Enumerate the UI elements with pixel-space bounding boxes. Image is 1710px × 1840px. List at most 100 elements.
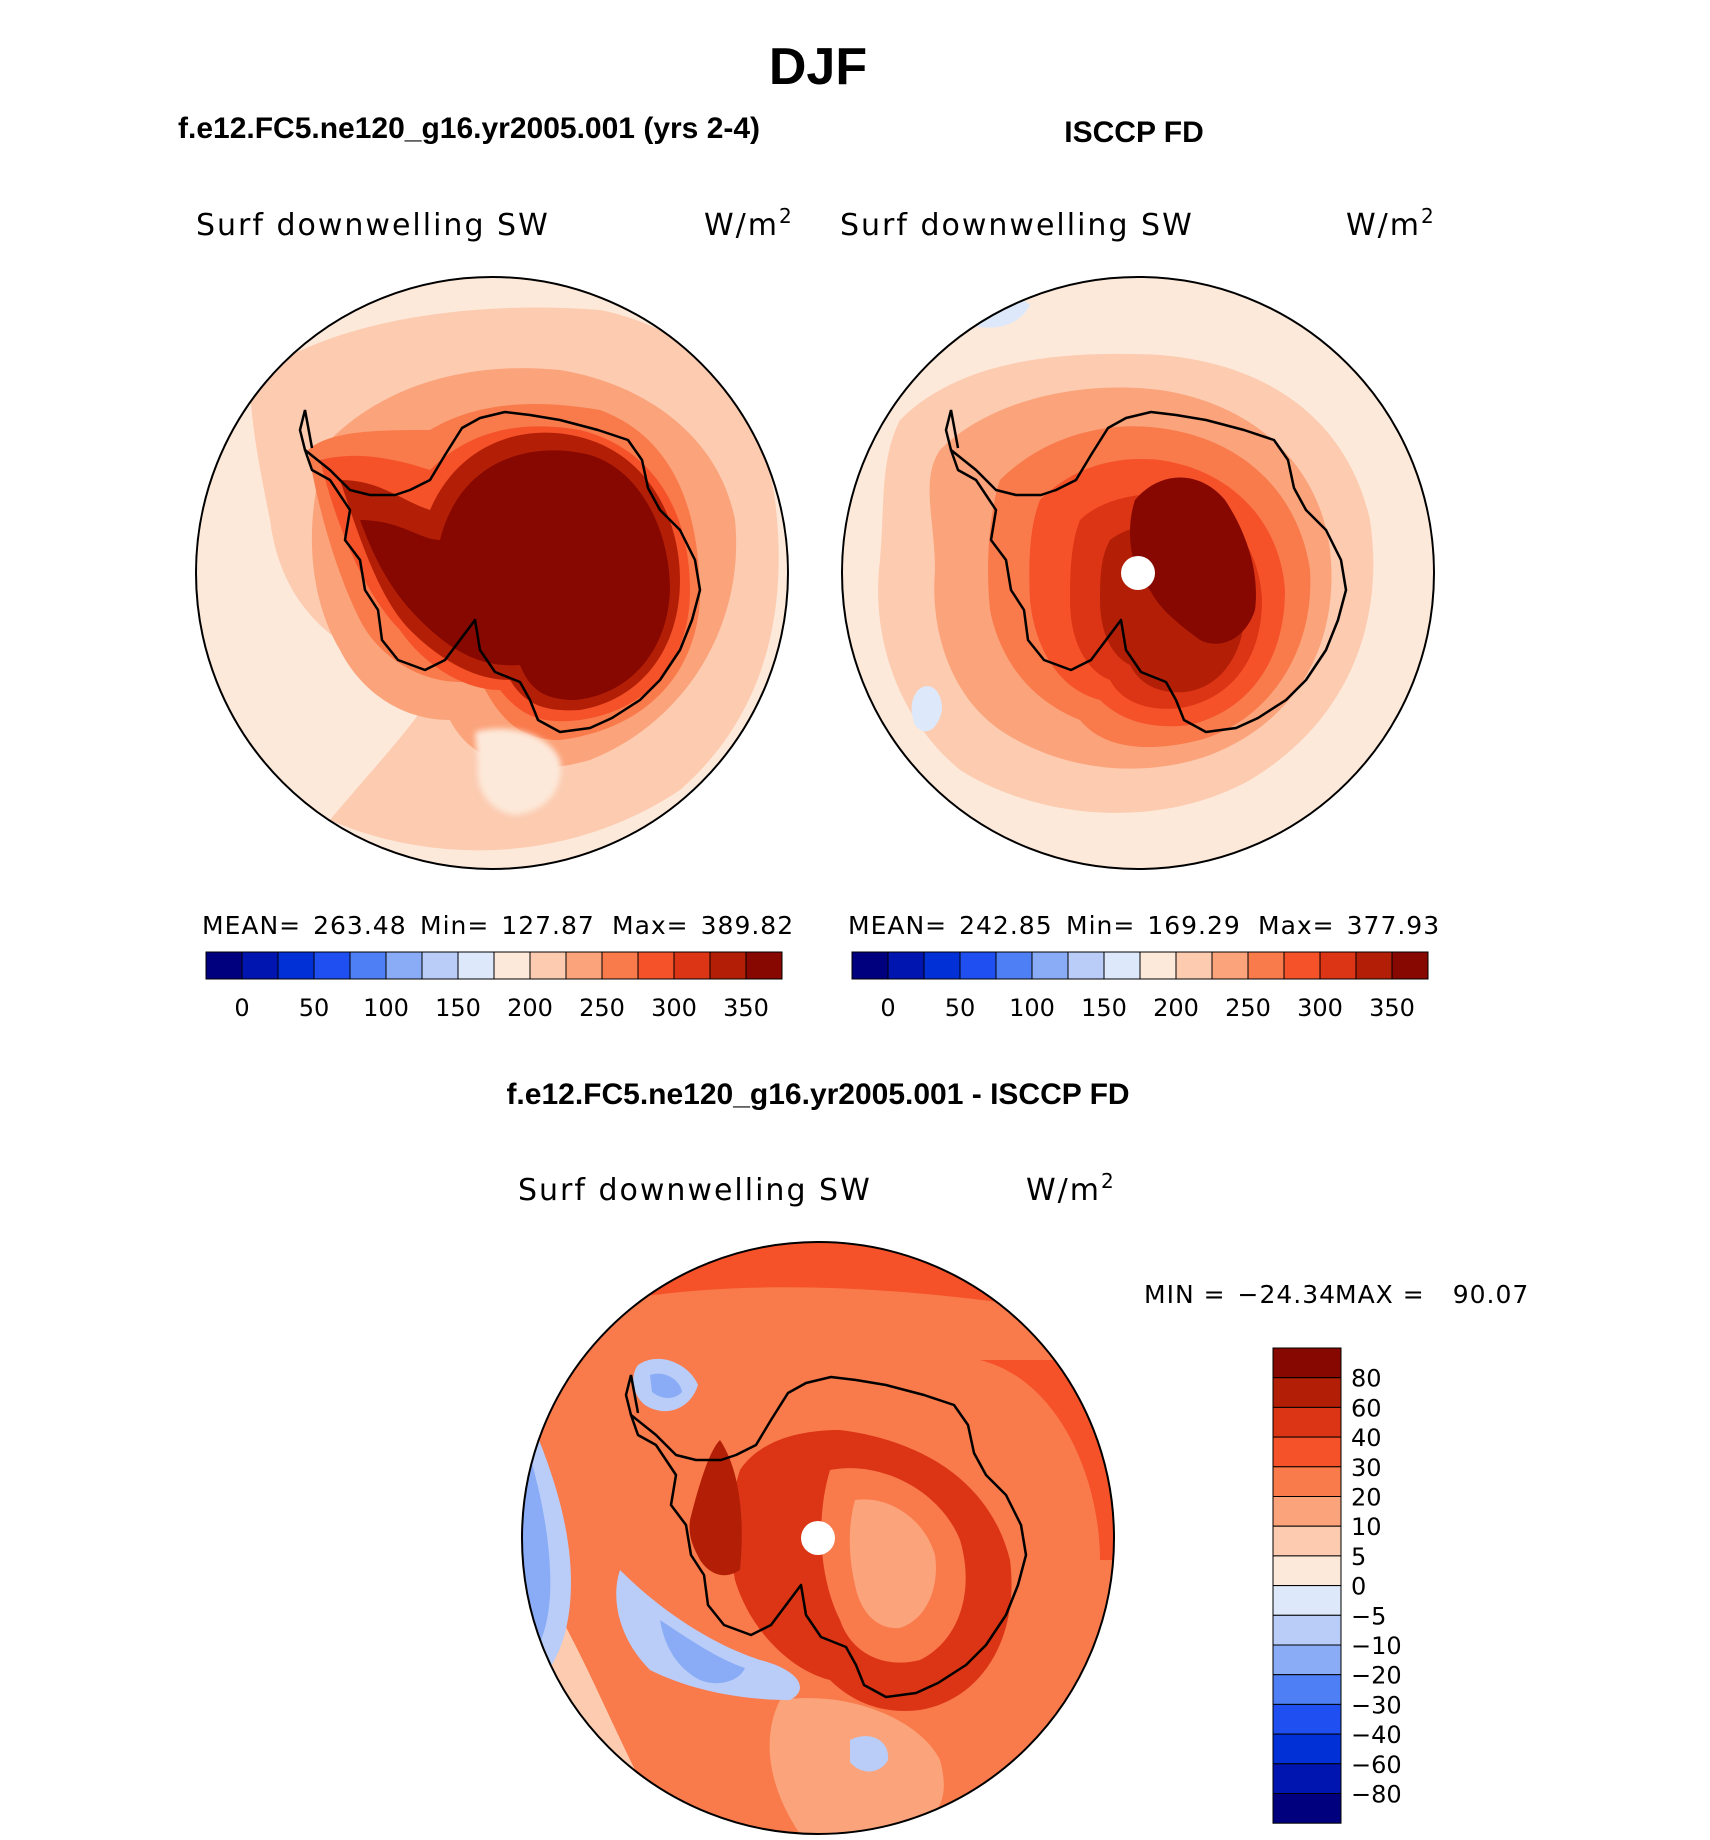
colorbar-obs [851,951,1429,980]
colorbar-swatch [1139,951,1177,980]
panel-model-variable: Surf downwelling SW [196,208,550,243]
colorbar-tick-label: 100 [1009,994,1055,1022]
colorbar-swatch [1272,1496,1342,1527]
colorbar-swatch [1272,1703,1342,1735]
polar-map-diff-boundary [521,1241,1115,1835]
panel-model-units: W/m2 [704,204,794,243]
colorbar-swatch [1272,1763,1342,1795]
colorbar-swatch [1283,951,1321,980]
colorbar-swatch [1175,951,1213,980]
colorbar-tick-label: −5 [1351,1602,1386,1630]
colorbar-tick-label: 250 [1225,994,1271,1022]
colorbar-tick-label: 0 [234,994,249,1022]
colorbar-swatch [241,951,279,980]
panel-diff-units: W/m2 [1026,1169,1116,1208]
antarctica-coastline-obs [949,410,1348,734]
panel-obs-max: Max= 377.93 [1258,911,1440,940]
panel-diff: f.e12.FC5.ne120_g16.yr2005.001 - ISCCP F… [506,1078,1529,1835]
colorbar-tick-label: 200 [507,994,553,1022]
colorbar-swatch [1272,1436,1342,1468]
antarctic-peninsula-diff [624,1374,640,1416]
colorbar-swatch [1391,951,1429,980]
figure-title: DJF [769,38,867,96]
colorbar-tick-label: −30 [1351,1691,1402,1719]
polar-map-obs-boundary [841,276,1435,870]
colorbar-tick-label: 5 [1351,1543,1366,1571]
colorbar-swatch [277,951,315,980]
panel-model-mean: MEAN= 263.48 [202,911,407,940]
colorbar-tick-label: 10 [1351,1513,1382,1541]
colorbar-tick-label: 40 [1351,1424,1382,1452]
colorbar-swatch [1211,951,1249,980]
antarctic-peninsula-model [298,409,314,451]
antarctica-coastline-model [303,410,702,734]
colorbar-swatch [1272,1377,1342,1408]
colorbar-swatch [313,951,351,980]
panel-model-min: Min= 127.87 [420,911,595,940]
panel-model-max: Max= 389.82 [612,911,794,940]
panel-diff-max: MAX = 90.07 [1335,1280,1529,1309]
colorbar-swatch [205,951,243,980]
colorbar-swatch [673,951,711,980]
antarctica-coastline-diff [629,1375,1028,1699]
colorbar-swatch [601,951,639,980]
colorbar-tick-label: 350 [723,994,769,1022]
colorbar-swatch [385,951,423,980]
colorbar-swatch [421,951,459,980]
colorbar-tick-label: −20 [1351,1662,1402,1690]
colorbar-swatch [1272,1466,1342,1498]
panel-model-title: f.e12.FC5.ne120_g16.yr2005.001 (yrs 2-4) [178,112,760,145]
pole-hole-obs [1121,556,1155,590]
colorbar-tick-label: −40 [1351,1721,1402,1749]
colorbar-model-ticks: 0 50 100 150 200 250 300 350 [234,994,769,1022]
polar-map-model [196,277,788,869]
colorbar-swatch [1067,951,1105,980]
colorbar-tick-label: 300 [651,994,697,1022]
colorbar-swatch [1272,1406,1342,1438]
colorbar-tick-label: −10 [1351,1632,1402,1660]
panel-obs-variable: Surf downwelling SW [840,208,1194,243]
antarctic-peninsula-obs [944,409,960,451]
colorbar-swatch [1272,1793,1342,1824]
colorbar-swatch [1272,1644,1342,1676]
panel-obs-min: Min= 169.29 [1066,911,1241,940]
colorbar-tick-label: 60 [1351,1394,1382,1422]
panel-diff-title: f.e12.FC5.ne120_g16.yr2005.001 - ISCCP F… [506,1078,1129,1111]
colorbar-swatch [637,951,675,980]
panel-obs-mean: MEAN= 242.85 [848,911,1053,940]
panel-diff-variable: Surf downwelling SW [518,1173,872,1208]
panel-obs-title: ISCCP FD [1064,116,1203,149]
colorbar-swatch [887,951,925,980]
colorbar-tick-label: 50 [299,994,330,1022]
colorbar-swatch [709,951,747,980]
colorbar-swatch [565,951,603,980]
colorbar-swatch [745,951,783,980]
colorbar-swatch [529,951,567,980]
colorbar-tick-label: 200 [1153,994,1199,1022]
colorbar-tick-label: −80 [1351,1781,1402,1809]
panel-obs-units: W/m2 [1346,204,1436,243]
colorbar-swatch [1031,951,1069,980]
colorbar-swatch [1272,1674,1342,1705]
colorbar-swatch [959,951,997,980]
colorbar-swatch [1103,951,1141,980]
panel-model: f.e12.FC5.ne120_g16.yr2005.001 (yrs 2-4)… [178,112,794,1022]
panel-obs: ISCCP FD Surf downwelling SW W/m2 MEAN= 2… [840,116,1440,1022]
colorbar-tick-label: 30 [1351,1454,1382,1482]
colorbar-tick-label: 150 [435,994,481,1022]
colorbar-obs-ticks: 0 50 100 150 200 250 300 350 [880,994,1415,1022]
colorbar-tick-label: 0 [1351,1573,1366,1601]
pole-hole-diff [801,1521,835,1555]
colorbar-diff [1272,1347,1342,1824]
colorbar-swatch [923,951,961,980]
colorbar-swatch [1272,1733,1342,1765]
panel-diff-min: MIN = −24.34 [1144,1280,1336,1309]
colorbar-tick-label: 250 [579,994,625,1022]
colorbar-swatch [1272,1555,1342,1587]
colorbar-tick-label: 350 [1369,994,1415,1022]
colorbar-swatch [995,951,1033,980]
colorbar-tick-label: 50 [945,994,976,1022]
colorbar-swatch [851,951,889,980]
